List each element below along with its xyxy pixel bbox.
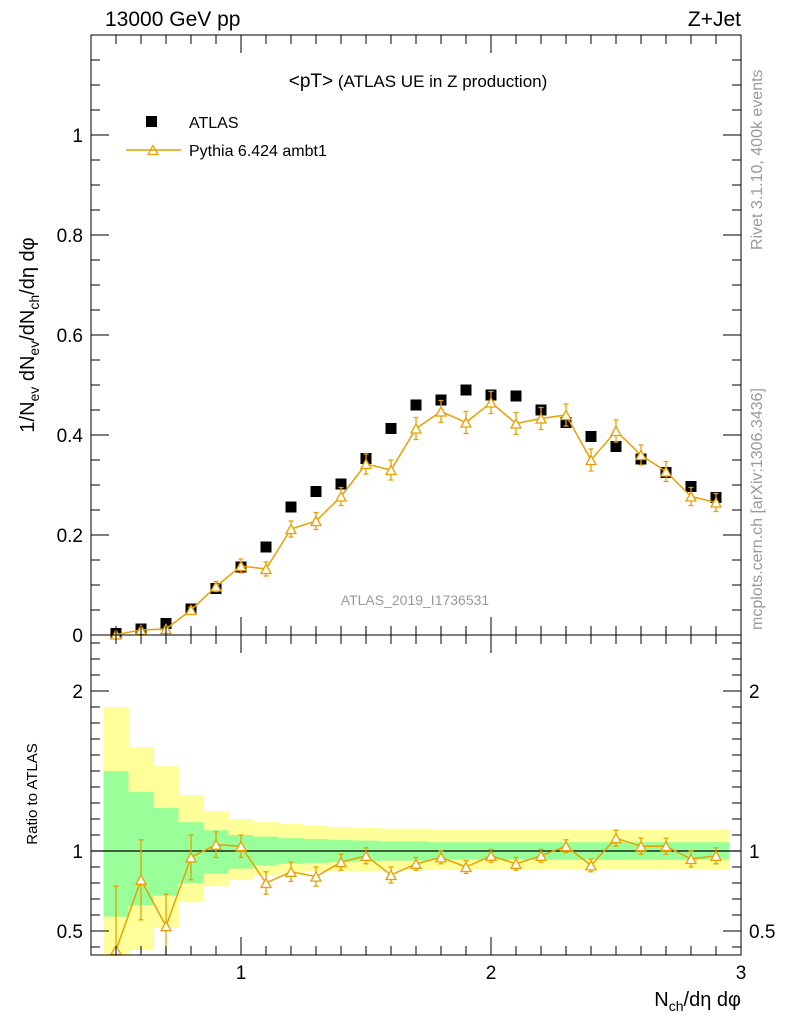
atlas-point <box>460 384 472 396</box>
atlas-point <box>510 390 522 402</box>
atlas-point <box>410 399 422 411</box>
atlas-point <box>285 501 297 513</box>
title-sub: (ATLAS UE in Z production) <box>333 72 547 91</box>
ratio-point <box>559 840 573 852</box>
analysis-watermark: ATLAS_2019_I1736531 <box>341 592 490 608</box>
ratio-point <box>159 920 173 932</box>
ratio-y-tick-label-left: 2 <box>72 682 83 703</box>
legend-label-atlas: ATLAS <box>189 115 239 132</box>
ratio-point <box>684 853 698 865</box>
ratio-point <box>209 838 223 850</box>
pythia-point <box>509 417 523 429</box>
y-tick-label: 1 <box>72 126 83 147</box>
y-tick-label: 0.6 <box>57 326 83 347</box>
ratio-y-tick-label-left: 1 <box>72 842 83 863</box>
pythia-point <box>184 604 198 616</box>
ratio-point <box>234 840 248 852</box>
ratio-point <box>309 870 323 882</box>
ratio-point <box>584 859 598 871</box>
legend-marker-pythia <box>146 144 160 156</box>
y-tick-label: 0.8 <box>57 226 83 247</box>
ratio-point <box>659 840 673 852</box>
pythia-point <box>409 422 423 434</box>
y-tick-label: 0 <box>72 626 83 647</box>
pythia-point <box>434 405 448 417</box>
ratio-point <box>259 877 273 889</box>
main-panel: ATLAS_2019_I1736531 <pT> (ATLAS UE in Z … <box>17 34 742 647</box>
atlas-point <box>685 481 697 492</box>
pythia-point <box>309 515 323 527</box>
ratio-error-bar <box>113 885 119 955</box>
ratio-y-tick-label-right: 0.5 <box>749 922 775 943</box>
x-tick-label: 3 <box>736 963 747 984</box>
plot-title: <pT> (ATLAS UE in Z production) <box>289 71 548 92</box>
pythia-point <box>259 563 273 575</box>
pythia-point <box>684 490 698 502</box>
pythia-point <box>484 396 498 408</box>
ratio-point <box>284 865 298 877</box>
ratio-y-tick-label-right: 1 <box>749 842 760 863</box>
x-tick-label: 2 <box>486 963 497 984</box>
ratio-point <box>409 857 423 869</box>
atlas-point <box>260 541 272 553</box>
ratio-point <box>484 849 498 861</box>
pythia-point <box>659 465 673 477</box>
ratio-point <box>509 857 523 869</box>
ratio-point <box>184 851 198 863</box>
ratio-point <box>134 873 148 885</box>
atlas-point <box>610 441 622 452</box>
legend-marker-atlas <box>146 116 157 127</box>
rivet-label: Rivet 3.1.10, 400k events <box>749 69 766 250</box>
ratio-y-tick-label-right: 2 <box>749 682 760 703</box>
pythia-point <box>234 560 248 572</box>
y-axis-label-main: 1/Nev dNev/dNch/dη dφ <box>17 237 42 432</box>
ratio-point <box>459 861 473 873</box>
title-main: <pT> <box>289 71 333 92</box>
pythia-point <box>284 523 298 535</box>
pythia-point <box>384 464 398 476</box>
atlas-point <box>310 486 322 497</box>
energy-label: 13000 GeV pp <box>105 8 240 31</box>
y-tick-label: 0.2 <box>57 526 83 547</box>
atlas-point <box>585 431 597 442</box>
svg-text:<pT> (ATLAS UE in Z production: <pT> (ATLAS UE in Z production) <box>289 71 548 92</box>
pythia-point <box>334 490 348 502</box>
ratio-point <box>434 851 448 863</box>
pythia-point <box>359 458 373 470</box>
pythia-point <box>559 409 573 421</box>
ratio-point <box>609 832 623 844</box>
legend-label-pythia: Pythia 6.424 ambt1 <box>189 143 327 160</box>
pythia-point <box>634 449 648 461</box>
y-axis-label-ratio: Ratio to ATLAS <box>24 743 41 844</box>
mcplots-label: mcplots.cern.ch [arXiv:1306.3436] <box>749 388 766 630</box>
x-tick-label: 1 <box>236 963 247 984</box>
pythia-point <box>534 412 548 424</box>
ratio-point <box>534 849 548 861</box>
pythia-point <box>584 454 598 466</box>
ratio-y-tick-label-left: 0.5 <box>57 922 83 943</box>
pythia-point <box>209 580 223 592</box>
x-axis-label: Nch/dη dφ <box>654 989 741 1014</box>
legend: ATLAS Pythia 6.424 ambt1 <box>126 115 327 160</box>
atlas-point <box>385 423 397 434</box>
uncertainty-band-inner <box>153 807 179 896</box>
ratio-point <box>334 856 348 868</box>
ratio-point <box>634 840 648 852</box>
pythia-point <box>459 416 473 428</box>
pythia-point <box>709 496 723 508</box>
pythia-point <box>609 425 623 437</box>
ratio-point <box>359 849 373 861</box>
y-tick-label: 0.4 <box>57 426 84 447</box>
atlas-point <box>335 478 347 490</box>
ratio-panel: 0.5 0.5 1 1 2 2 1 2 3 Ratio to ATLAS Nch/dη dφ <box>24 634 775 1014</box>
ratio-point <box>709 849 723 861</box>
ratio-point <box>384 869 398 881</box>
process-label: Z+Jet <box>688 8 741 31</box>
